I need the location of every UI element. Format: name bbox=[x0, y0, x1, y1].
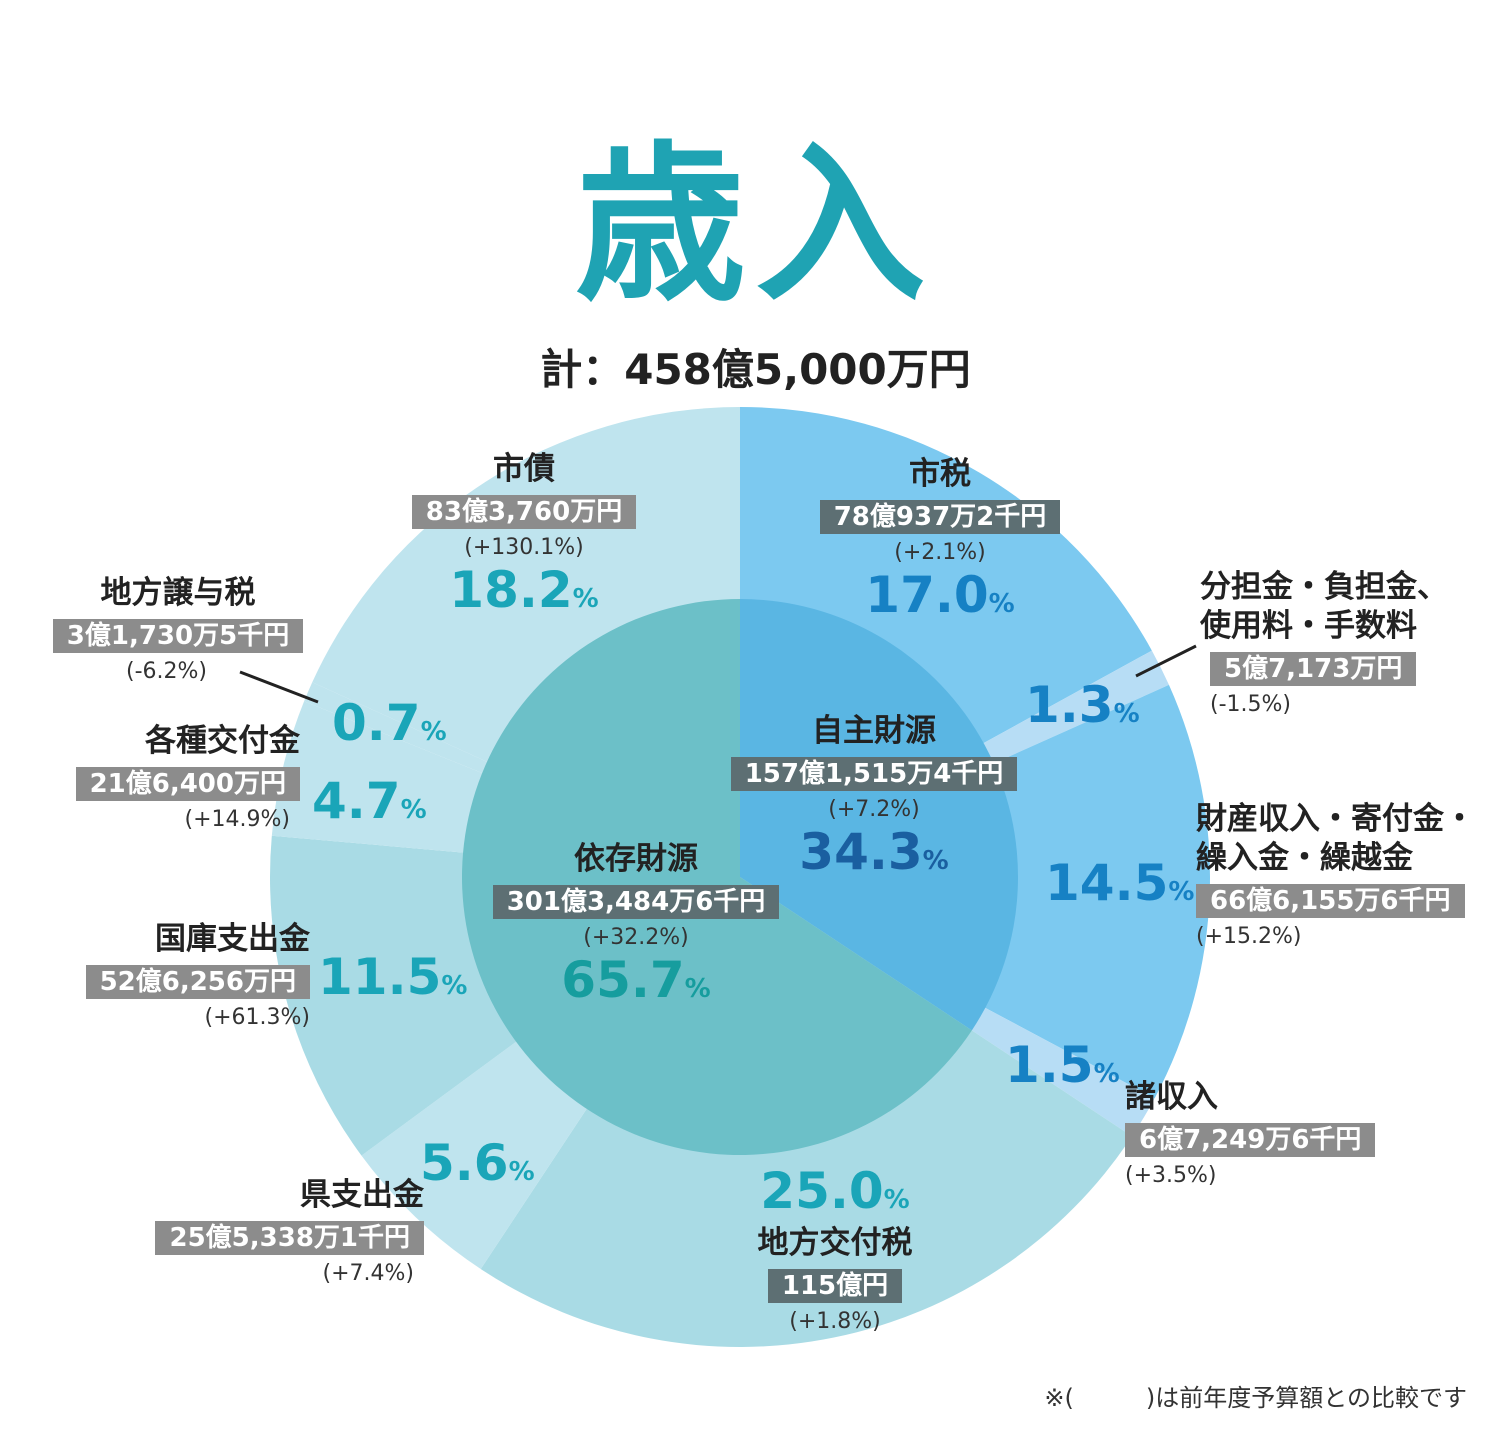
percent-unit: % bbox=[1168, 877, 1195, 907]
segment-percent: 18.2% bbox=[396, 565, 652, 615]
footnote: ※( )は前年度予算額との比較です bbox=[1044, 1384, 1467, 1412]
segment-amount: 115億円 bbox=[767, 1268, 903, 1303]
segment-amount: 301億3,484万6千円 bbox=[492, 884, 780, 919]
label-shoshunyu: 諸収入 6億7,249万6千円 (+3.5%) bbox=[1125, 1078, 1395, 1187]
segment-amount: 66億6,155万6千円 bbox=[1196, 883, 1465, 918]
inner-slice bbox=[462, 599, 972, 1155]
segment-name: 諸収入 bbox=[1125, 1079, 1218, 1115]
segment-change: (+32.2%) bbox=[583, 924, 689, 950]
percent-value: 11.5 bbox=[318, 948, 442, 1006]
percent-unit: % bbox=[400, 795, 427, 825]
percent-unit: % bbox=[441, 971, 468, 1001]
percent-value: 17.0 bbox=[865, 565, 989, 624]
segment-name: 地方譲与税 bbox=[100, 575, 256, 611]
segment-percent: 65.7% bbox=[484, 955, 788, 1005]
segment-name: 市債 bbox=[493, 451, 555, 487]
segment-change: (+2.1%) bbox=[894, 539, 986, 565]
percent-kakushu: 4.7% bbox=[312, 776, 427, 826]
percent-unit: % bbox=[1093, 1059, 1120, 1089]
total-amount: 計：458億5,000万円 bbox=[540, 345, 971, 394]
percent-shoshunyu: 1.5% bbox=[1005, 1040, 1120, 1090]
percent-kenshishutsu: 5.6% bbox=[420, 1138, 535, 1188]
segment-percent: 25.0% bbox=[700, 1166, 970, 1216]
percent-buntankin: 1.3% bbox=[1025, 680, 1140, 730]
percent-value: 18.2 bbox=[449, 560, 573, 619]
label-buntankin: 分担金・負担金、 使用料・手数料 5億7,173万円 (-1.5%) bbox=[1200, 568, 1448, 717]
segment-name: 財産収入・寄付金・ 繰入金・繰越金 bbox=[1196, 801, 1475, 876]
segment-change: (+15.2%) bbox=[1196, 923, 1302, 949]
percent-unit: % bbox=[988, 588, 1015, 619]
percent-value: 34.3 bbox=[799, 822, 923, 881]
segment-name: 依存財源 bbox=[574, 841, 698, 877]
segment-change: (+130.1%) bbox=[464, 534, 584, 560]
percent-unit: % bbox=[1113, 699, 1140, 729]
percent-joyozei: 0.7% bbox=[332, 698, 447, 748]
segment-change: (-1.5%) bbox=[1210, 691, 1291, 717]
segment-name: 市税 bbox=[909, 456, 971, 492]
percent-zaisan: 14.5% bbox=[1045, 858, 1194, 908]
segment-change: (+1.8%) bbox=[789, 1308, 881, 1334]
label-kokko: 国庫支出金 52億6,256万円 (+61.3%) bbox=[70, 920, 310, 1029]
segment-change: (+7.4%) bbox=[322, 1260, 415, 1286]
label-shisai: 市債 83億3,760万円 (+130.1%) 18.2% bbox=[396, 450, 652, 615]
percent-unit: % bbox=[922, 845, 949, 876]
percent-unit: % bbox=[684, 973, 711, 1004]
percent-unit: % bbox=[508, 1157, 535, 1187]
label-zaisan: 財産収入・寄付金・ 繰入金・繰越金 66億6,155万6千円 (+15.2%) bbox=[1196, 800, 1486, 948]
segment-change: (+7.2%) bbox=[828, 796, 920, 822]
label-shizei: 市税 78億937万2千円 (+2.1%) 17.0% bbox=[812, 455, 1068, 620]
percent-value: 25.0 bbox=[760, 1162, 884, 1220]
percent-value: 14.5 bbox=[1045, 854, 1169, 912]
percent-value: 0.7 bbox=[332, 694, 421, 752]
percent-value: 4.7 bbox=[312, 772, 401, 830]
segment-amount: 25億5,338万1千円 bbox=[155, 1220, 424, 1255]
segment-amount: 78億937万2千円 bbox=[819, 499, 1061, 534]
percent-value: 1.3 bbox=[1025, 676, 1114, 734]
segment-name: 県支出金 bbox=[300, 1177, 424, 1213]
segment-amount: 157億1,515万4千円 bbox=[730, 756, 1018, 791]
segment-percent: 34.3% bbox=[722, 827, 1026, 877]
chart-title: 歳入 bbox=[575, 125, 936, 325]
segment-name: 分担金・負担金、 使用料・手数料 bbox=[1200, 569, 1448, 644]
percent-unit: % bbox=[883, 1185, 910, 1215]
percent-value: 1.5 bbox=[1005, 1036, 1094, 1094]
leader-line bbox=[1135, 644, 1197, 678]
inner-slice bbox=[740, 599, 1019, 1031]
segment-change: (+61.3%) bbox=[204, 1004, 311, 1030]
label-kenshishutsu: 県支出金 25億5,338万1千円 (+7.4%) bbox=[134, 1176, 424, 1285]
label-jishu: 自主財源 157億1,515万4千円 (+7.2%) 34.3% bbox=[722, 712, 1026, 877]
segment-name: 国庫支出金 bbox=[155, 921, 310, 957]
segment-change: (+14.9%) bbox=[184, 806, 291, 832]
segment-name: 自主財源 bbox=[812, 713, 936, 749]
segment-name: 地方交付税 bbox=[757, 1225, 913, 1261]
segment-amount: 21億6,400万円 bbox=[75, 766, 300, 801]
segment-change: (-6.2%) bbox=[126, 658, 207, 684]
segment-amount: 5億7,173万円 bbox=[1210, 651, 1417, 686]
segment-percent: 17.0% bbox=[812, 570, 1068, 620]
percent-unit: % bbox=[572, 583, 599, 614]
percent-value: 65.7 bbox=[561, 950, 685, 1009]
segment-change: (+3.5%) bbox=[1125, 1162, 1217, 1188]
percent-value: 5.6 bbox=[420, 1134, 509, 1192]
leader-line bbox=[239, 670, 319, 704]
segment-amount: 3億1,730万5千円 bbox=[52, 618, 304, 653]
percent-kokko: 11.5% bbox=[318, 952, 467, 1002]
segment-amount: 83億3,760万円 bbox=[411, 494, 637, 529]
segment-amount: 6億7,249万6千円 bbox=[1125, 1122, 1376, 1157]
percent-unit: % bbox=[420, 717, 447, 747]
label-joyozei: 地方譲与税 3億1,730万5千円 (-6.2%) bbox=[46, 574, 310, 683]
label-kofuzei: 25.0% 地方交付税 115億円 (+1.8%) bbox=[700, 1166, 970, 1333]
segment-name: 各種交付金 bbox=[145, 723, 300, 759]
label-kakushu: 各種交付金 21億6,400万円 (+14.9%) bbox=[60, 722, 300, 831]
label-izon: 依存財源 301億3,484万6千円 (+32.2%) 65.7% bbox=[484, 840, 788, 1005]
segment-amount: 52億6,256万円 bbox=[85, 964, 310, 999]
